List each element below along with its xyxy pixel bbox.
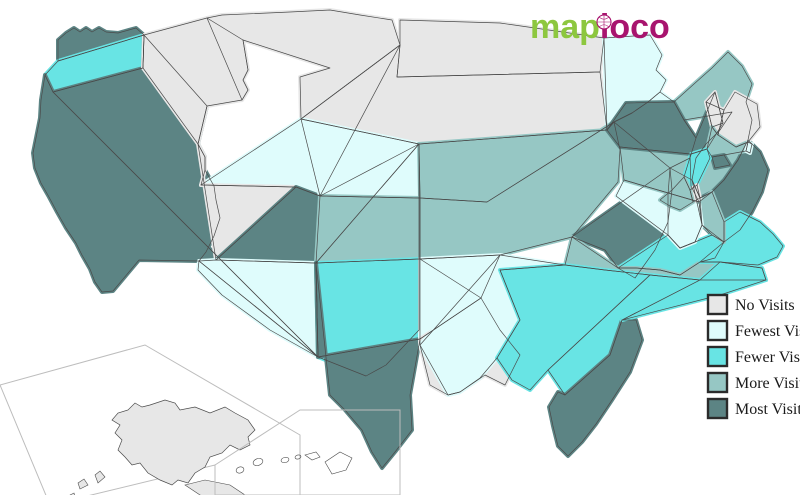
svg-text:Fewest Visits: Fewest Visits [735, 323, 800, 340]
svg-text:Fewer Visits: Fewer Visits [735, 349, 800, 366]
svg-text:More Visits: More Visits [735, 375, 800, 392]
svg-text:No Visits: No Visits [735, 297, 795, 314]
svg-text:Most Visits: Most Visits [735, 401, 800, 418]
